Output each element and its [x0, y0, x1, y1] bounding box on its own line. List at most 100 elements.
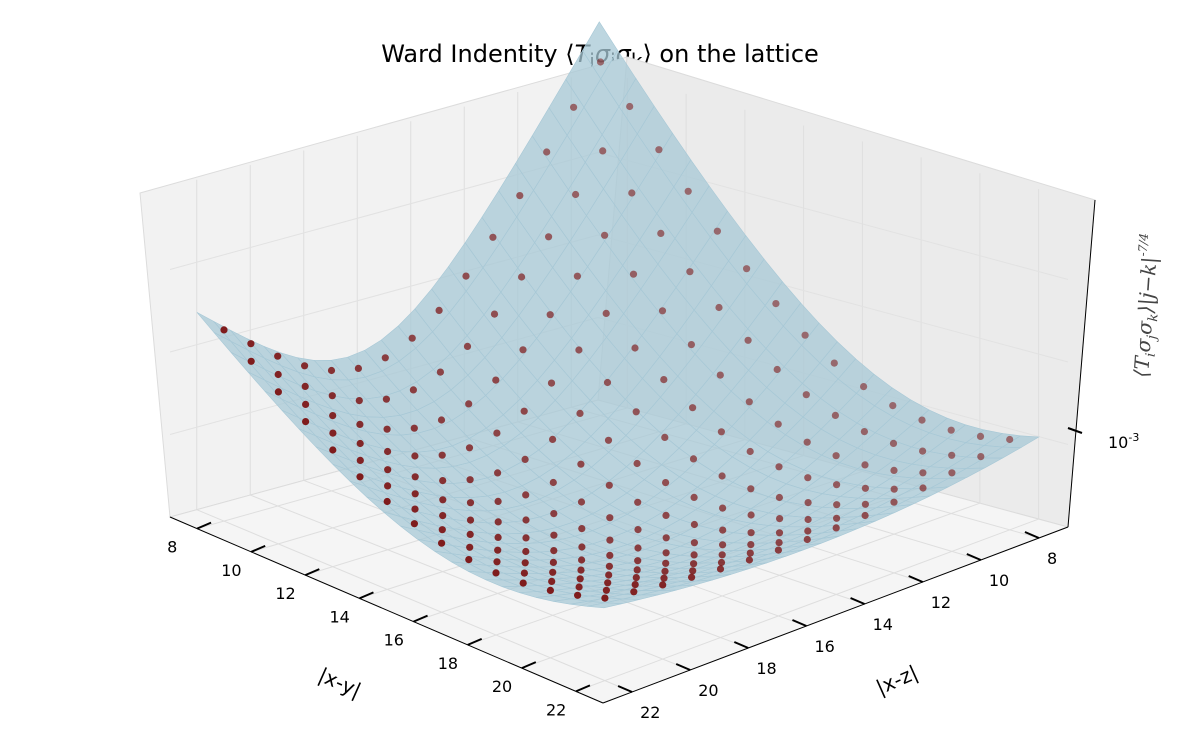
- scatter-point: [549, 568, 557, 576]
- scatter-point: [889, 402, 897, 410]
- scatter-point: [220, 326, 228, 334]
- scatter-point: [543, 148, 551, 156]
- scatter-point: [606, 514, 614, 522]
- scatter-point: [747, 529, 755, 537]
- scatter-point: [522, 491, 530, 499]
- scatter-point: [438, 451, 446, 459]
- x-tick-label: 18: [438, 654, 458, 673]
- scatter-point: [1006, 435, 1014, 444]
- scatter-point: [804, 527, 812, 535]
- scatter-point: [411, 473, 419, 481]
- scatter-point: [717, 428, 726, 436]
- scatter-point: [354, 364, 362, 372]
- scatter-point: [861, 500, 870, 508]
- scatter-point: [630, 588, 638, 596]
- scatter-point: [489, 233, 497, 241]
- scatter-point: [657, 229, 665, 237]
- scatter-point: [774, 546, 783, 554]
- scatter-point: [247, 357, 255, 365]
- scatter-point: [662, 511, 670, 519]
- scatter-point: [465, 556, 473, 564]
- x-tick-label: 16: [384, 631, 404, 650]
- scatter-point: [410, 520, 418, 528]
- z-axis-label: ⟨Tiσjσk⟩|j−k|-7/4: [1127, 233, 1167, 379]
- scatter-point: [633, 459, 641, 468]
- scatter-point: [690, 551, 698, 559]
- scatter-point: [833, 481, 841, 489]
- scatter-point: [684, 187, 692, 195]
- x-tick-mark: [359, 591, 374, 600]
- scatter-point: [493, 558, 501, 566]
- scatter-point: [384, 447, 392, 456]
- scatter-point: [438, 539, 446, 547]
- x-tick-mark: [575, 684, 591, 693]
- x-tick-mark: [250, 544, 266, 553]
- scatter-point: [521, 559, 529, 567]
- scatter-point: [436, 368, 444, 376]
- scatter-point: [383, 497, 391, 506]
- scatter-point: [977, 453, 985, 461]
- x-tick-mark: [413, 614, 428, 623]
- scatter-point: [690, 520, 699, 529]
- scatter-point: [631, 581, 639, 589]
- scatter-point: [519, 579, 527, 587]
- scatter-point: [660, 376, 668, 384]
- scatter-point: [690, 539, 699, 547]
- scatter-point: [718, 551, 726, 559]
- scatter-point: [832, 452, 840, 460]
- scatter-point: [411, 505, 419, 513]
- scatter-point: [355, 397, 363, 405]
- scatter-point: [606, 536, 614, 544]
- scatter-point: [465, 400, 473, 408]
- scatter-point: [689, 567, 697, 575]
- scatter-point: [689, 455, 698, 463]
- scatter-point: [596, 58, 605, 66]
- scatter-point: [572, 190, 580, 199]
- scatter-point: [466, 516, 475, 524]
- scatter-point: [302, 418, 310, 426]
- scatter-point: [520, 569, 529, 577]
- x-axis-label: |x-y|: [315, 663, 365, 703]
- scatter-point: [743, 265, 751, 273]
- scatter-point: [578, 525, 586, 533]
- scatter-point: [716, 371, 724, 379]
- scatter-point: [655, 146, 663, 154]
- scatter-point: [547, 379, 556, 387]
- x-axis-line: [169, 516, 604, 704]
- scatter-point: [833, 501, 841, 509]
- scatter-point: [329, 446, 337, 454]
- scatter-point: [384, 482, 392, 490]
- scatter-point: [861, 511, 869, 520]
- scatter-point: [549, 435, 557, 443]
- x-tick-label: 12: [275, 584, 295, 603]
- scatter-point: [411, 490, 419, 498]
- scatter-point: [804, 499, 812, 507]
- scatter-point: [522, 516, 530, 524]
- y-tick-mark: [617, 685, 633, 693]
- scatter-point: [549, 478, 557, 487]
- scatter-point: [713, 227, 722, 235]
- y-tick-mark: [1024, 531, 1040, 539]
- scatter-point: [633, 566, 641, 574]
- scatter-point: [861, 484, 870, 492]
- scatter-point: [494, 518, 502, 526]
- scatter-point: [576, 409, 584, 417]
- scatter-point: [688, 573, 696, 581]
- scatter-point: [660, 574, 668, 582]
- scatter-point: [577, 566, 585, 574]
- scatter-point: [918, 416, 926, 424]
- scatter-point: [356, 456, 364, 464]
- y-tick-label: 10: [989, 571, 1009, 590]
- scatter-point: [356, 439, 364, 448]
- scatter-point: [831, 411, 840, 419]
- scatter-point: [602, 586, 611, 594]
- scatter-point: [384, 466, 392, 474]
- scatter-point: [550, 531, 558, 539]
- scatter-point: [690, 560, 698, 568]
- scatter-point: [577, 498, 586, 506]
- scatter-point: [605, 562, 614, 570]
- scatter-point: [686, 268, 694, 276]
- scatter-point: [274, 352, 282, 360]
- scatter-point: [439, 496, 447, 504]
